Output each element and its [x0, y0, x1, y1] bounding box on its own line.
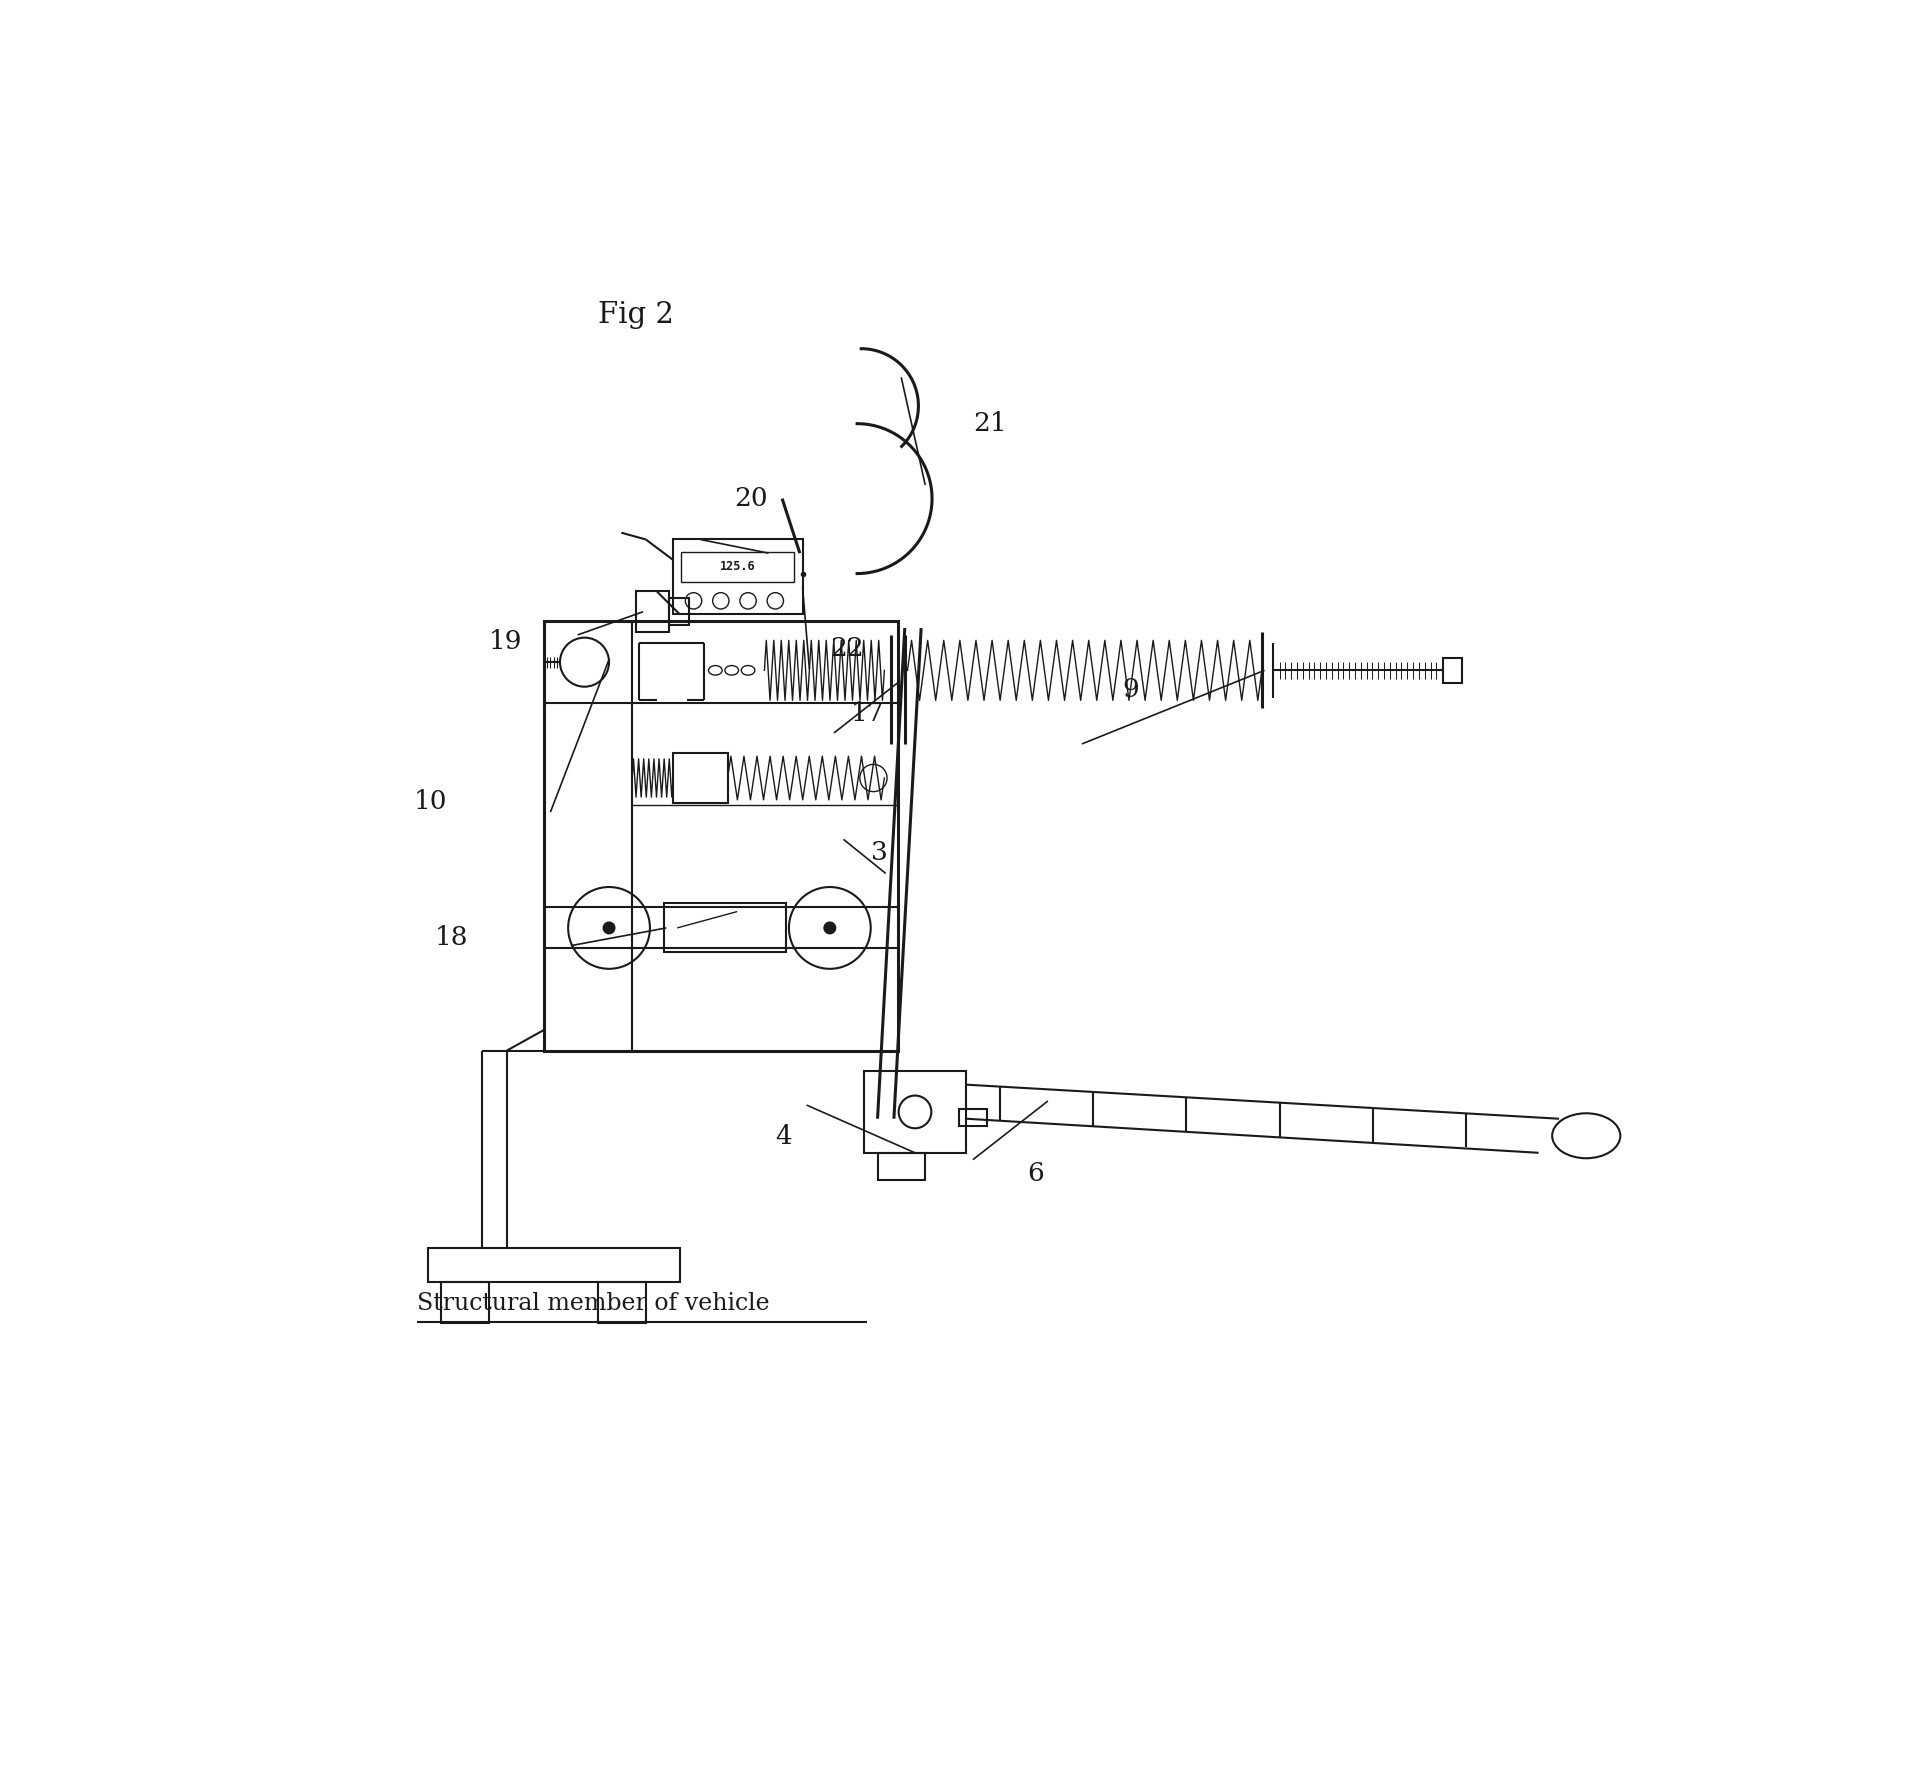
Text: 20: 20: [735, 487, 768, 512]
Bar: [674, 540, 803, 614]
Bar: [864, 1071, 966, 1152]
Bar: [543, 621, 897, 1051]
Bar: [637, 591, 670, 632]
Circle shape: [604, 922, 614, 933]
Text: 19: 19: [489, 628, 522, 655]
Bar: [599, 1281, 647, 1324]
Text: 22: 22: [830, 635, 864, 660]
Bar: [959, 1110, 988, 1126]
Text: 125.6: 125.6: [720, 561, 757, 573]
Text: 4: 4: [776, 1124, 791, 1149]
Bar: [441, 1281, 489, 1324]
Bar: [878, 1152, 926, 1181]
Text: Fig 2: Fig 2: [599, 301, 674, 329]
Text: 9: 9: [1122, 676, 1140, 703]
Text: 17: 17: [851, 701, 884, 726]
Circle shape: [824, 922, 835, 933]
Text: 10: 10: [414, 789, 449, 814]
Text: 18: 18: [435, 926, 468, 950]
Text: 3: 3: [870, 841, 887, 866]
Bar: [681, 552, 795, 582]
Text: Structural member of vehicle: Structural member of vehicle: [418, 1292, 770, 1315]
Text: 6: 6: [1028, 1161, 1043, 1186]
Text: 21: 21: [972, 411, 1007, 435]
Bar: [664, 903, 785, 952]
Bar: [1444, 658, 1463, 683]
Bar: [674, 754, 728, 802]
Bar: [670, 598, 689, 625]
Bar: [427, 1248, 680, 1281]
